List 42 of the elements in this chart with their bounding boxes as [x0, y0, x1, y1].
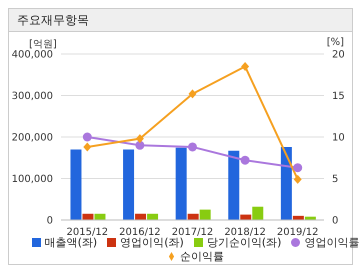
- point: [188, 142, 197, 152]
- y-axis-title: [억원]: [29, 38, 57, 50]
- y2-tick-label: 0: [332, 216, 338, 227]
- y2-tick-label: 15: [332, 91, 345, 102]
- point: [241, 62, 250, 71]
- bar: [280, 146, 292, 220]
- bar: [252, 206, 264, 220]
- point: [240, 156, 250, 165]
- y-tick-label: 100,000: [12, 174, 53, 186]
- chart-title: 주요재무항목: [9, 9, 352, 32]
- legend-label: 순이익률: [180, 250, 224, 263]
- bar: [70, 149, 82, 220]
- y2-tick-label: 20: [332, 50, 345, 61]
- legend-label: 당기순이익(좌): [206, 236, 282, 249]
- x-tick-label: 2017/12: [172, 227, 214, 238]
- x-tick-label: 2019/12: [276, 227, 318, 238]
- y-tick-label: 0: [46, 216, 53, 227]
- x-tick-label: 2016/12: [119, 227, 161, 238]
- y-tick-label: 300,000: [12, 91, 53, 102]
- legend-label: 영업이익률: [304, 236, 360, 249]
- x-tick-label: 2018/12: [224, 227, 266, 238]
- point: [83, 142, 92, 152]
- bar: [200, 210, 211, 220]
- bar: [176, 148, 187, 220]
- y-tick-label: 200,000: [12, 132, 53, 144]
- point: [293, 163, 302, 172]
- point: [294, 174, 302, 184]
- y2-tick-label: 5: [332, 174, 338, 186]
- y2-tick-label: 10: [332, 132, 345, 144]
- bar: [123, 149, 134, 220]
- x-tick-label: 2015/12: [66, 227, 108, 238]
- bar: [228, 150, 240, 220]
- point: [82, 132, 92, 142]
- bar: [240, 214, 252, 220]
- bar: [304, 216, 316, 220]
- y-tick-label: 400,000: [12, 50, 53, 61]
- point: [135, 140, 144, 150]
- y2-axis-title: [%]: [326, 37, 344, 48]
- point: [188, 89, 196, 98]
- point: [136, 134, 144, 144]
- legend-label: 매출액(좌): [44, 236, 98, 249]
- legend-label: 영업이익(좌): [120, 236, 184, 249]
